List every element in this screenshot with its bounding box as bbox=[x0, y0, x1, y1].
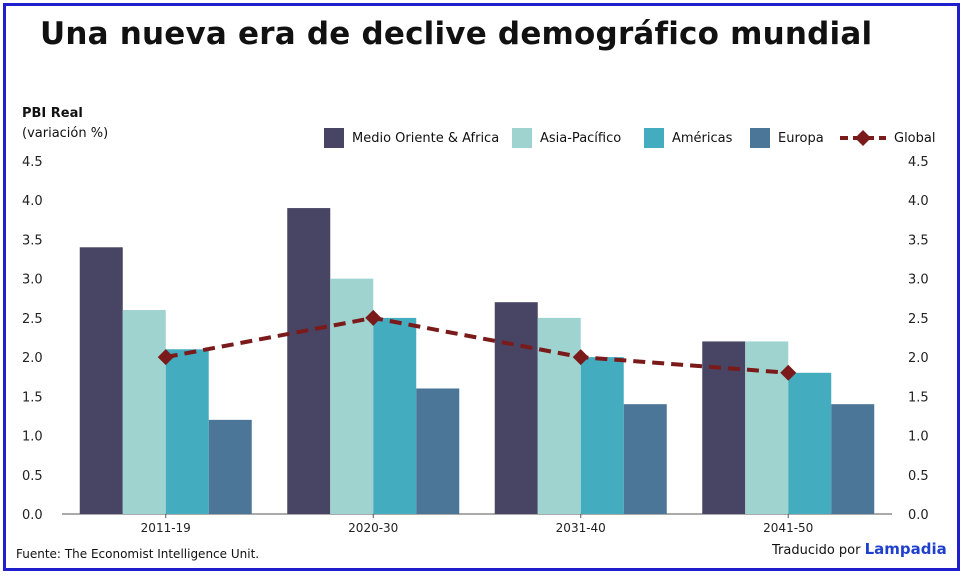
y-tick-left: 3.0 bbox=[22, 273, 43, 288]
legend-global-marker bbox=[840, 130, 886, 146]
y-tick-right: 3.0 bbox=[908, 273, 929, 288]
legend-item-europa: Europa bbox=[750, 126, 824, 150]
x-tick-label: 2041-50 bbox=[763, 521, 813, 535]
legend-label: Europa bbox=[778, 130, 824, 146]
credit-text: Traducido por bbox=[772, 543, 861, 558]
legend-label: Medio Oriente & Africa bbox=[352, 130, 500, 146]
legend-label: Américas bbox=[672, 130, 733, 146]
y-tick-left: 2.0 bbox=[22, 351, 43, 366]
legend-swatch bbox=[750, 128, 770, 148]
y-tick-left: 0.5 bbox=[22, 469, 43, 484]
y-axis-unit: (variación %) bbox=[22, 126, 109, 141]
y-tick-left: 4.0 bbox=[22, 194, 43, 209]
y-tick-right: 3.5 bbox=[908, 233, 929, 248]
source-note: Fuente: The Economist Intelligence Unit. bbox=[16, 547, 259, 561]
bar-europa-2041-50 bbox=[831, 404, 875, 514]
legend-item-global: Global bbox=[838, 126, 935, 150]
legend-item-americas: Américas bbox=[644, 126, 732, 150]
global-line bbox=[165, 315, 789, 375]
global-point-2041-50 bbox=[780, 364, 797, 381]
y-tick-right: 1.0 bbox=[908, 430, 929, 445]
bar-europa-2031-40 bbox=[623, 404, 667, 514]
y-tick-right: 0.5 bbox=[908, 469, 929, 484]
legend-swatch bbox=[644, 128, 664, 148]
global-point-2020-30 bbox=[365, 309, 382, 326]
bar-am-ricas-2041-50 bbox=[788, 372, 832, 514]
source-text: The Economist Intelligence Unit. bbox=[64, 547, 260, 561]
credit-brand: Lampadia bbox=[864, 540, 947, 558]
legend-swatch bbox=[324, 128, 344, 148]
bar-medio-oriente-africa-2011-19 bbox=[79, 247, 123, 515]
x-tick-label: 2011-19 bbox=[141, 521, 191, 535]
legend-label: Asia-Pacífico bbox=[540, 130, 622, 146]
bar-medio-oriente-africa-2020-30 bbox=[287, 208, 331, 515]
bar-am-ricas-2020-30 bbox=[373, 317, 417, 514]
y-tick-right: 2.5 bbox=[908, 312, 929, 327]
source-label: Fuente: bbox=[16, 547, 61, 561]
y-tick-right: 2.0 bbox=[908, 351, 929, 366]
y-tick-right: 4.0 bbox=[908, 194, 929, 209]
y-tick-right: 0.0 bbox=[908, 508, 929, 523]
y-tick-left: 0.0 bbox=[22, 508, 43, 523]
y-axis-title: PBI Real bbox=[22, 106, 83, 121]
x-tick-label: 2020-30 bbox=[348, 521, 398, 535]
bar-medio-oriente-africa-2031-40 bbox=[494, 302, 538, 514]
bar-asia-pac-fico-2041-50 bbox=[745, 341, 789, 514]
bar-asia-pac-fico-2011-19 bbox=[122, 310, 166, 514]
bar-am-ricas-2031-40 bbox=[580, 357, 624, 514]
bar-europa-2020-30 bbox=[416, 388, 460, 514]
legend-item-asia-pacifico: Asia-Pacífico bbox=[512, 126, 621, 150]
y-tick-left: 4.5 bbox=[22, 155, 43, 170]
bar-asia-pac-fico-2031-40 bbox=[537, 317, 581, 514]
y-tick-left: 3.5 bbox=[22, 233, 43, 248]
credit-note: Traducido por Lampadia bbox=[772, 540, 947, 558]
chart-title: Una nueva era de declive demográfico mun… bbox=[40, 16, 873, 52]
legend-item-medio-oriente-africa: Medio Oriente & Africa bbox=[324, 126, 499, 150]
bar-asia-pac-fico-2020-30 bbox=[330, 278, 374, 514]
x-tick-label: 2031-40 bbox=[556, 521, 606, 535]
y-tick-right: 4.5 bbox=[908, 155, 929, 170]
global-point-2031-40 bbox=[572, 349, 589, 366]
y-tick-right: 1.5 bbox=[908, 390, 929, 405]
global-point-2011-19 bbox=[157, 349, 174, 366]
y-tick-left: 1.5 bbox=[22, 390, 43, 405]
y-tick-left: 1.0 bbox=[22, 430, 43, 445]
y-tick-left: 2.5 bbox=[22, 312, 43, 327]
bar-am-ricas-2011-19 bbox=[165, 349, 209, 514]
bar-europa-2011-19 bbox=[208, 419, 252, 514]
legend-swatch bbox=[512, 128, 532, 148]
legend-label: Global bbox=[894, 130, 936, 146]
